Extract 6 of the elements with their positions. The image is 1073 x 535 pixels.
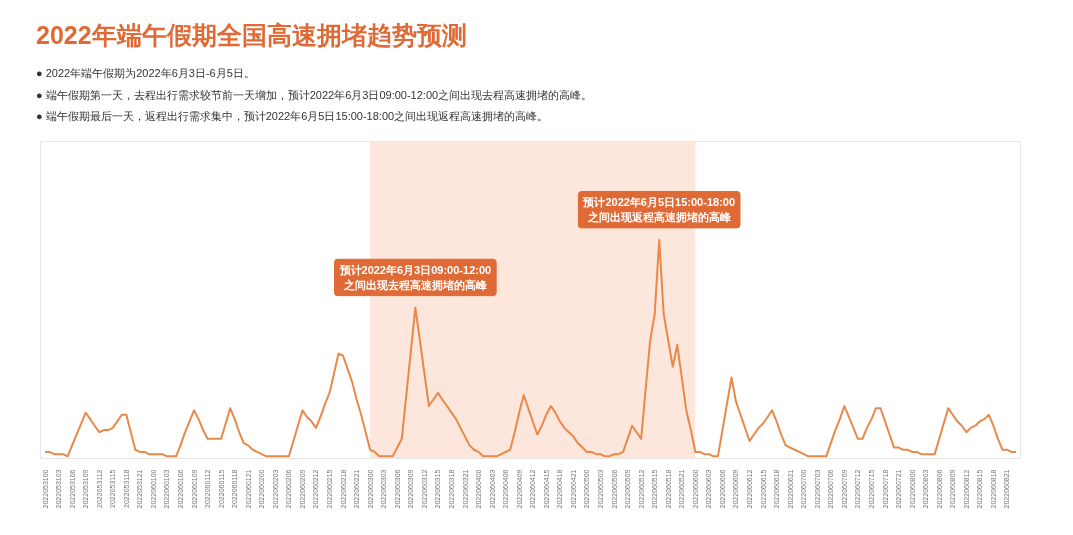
annotation: 预计2022年6月5日15:00-18:00 之间出现返程高速拥堵的高峰 [582,196,736,223]
annotation: 预计2022年6月3日09:00-12:00 之间出现去程高速拥堵的高峰 [338,264,492,291]
text: ● 端午假期最后一天，返程出行需求集中，预计2022年6月5日15:00-18:00之间出现返程高速拥堵的高峰。 [36,109,550,125]
chart-title: 2022年端午假期全国高速拥堵趋势预测 [36,20,467,51]
text: ● 2022年端午假期为2022年6月3日-6月5日。 [36,66,256,81]
text: ● 端午假期第一天，去程出行需求较节前一天增加，预计2022年6月3日09:00-12:00之间出现去程高速拥堵的高峰。 [36,87,593,103]
